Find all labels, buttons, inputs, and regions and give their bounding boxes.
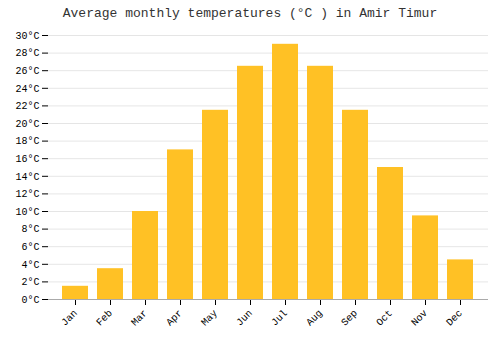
svg-text:12°C: 12°C [15,189,39,200]
svg-text:Oct: Oct [374,308,395,329]
svg-text:Feb: Feb [94,308,115,329]
svg-text:2°C: 2°C [21,277,39,288]
svg-text:Apr: Apr [164,308,185,329]
svg-text:18°C: 18°C [15,136,39,147]
svg-text:Dec: Dec [444,308,465,329]
svg-text:8°C: 8°C [21,224,39,235]
svg-text:Jun: Jun [234,308,255,329]
svg-text:24°C: 24°C [15,84,39,95]
svg-text:Nov: Nov [409,308,430,329]
svg-text:Sep: Sep [339,308,360,329]
svg-text:6°C: 6°C [21,242,39,253]
svg-text:Jan: Jan [59,308,80,329]
svg-text:16°C: 16°C [15,154,39,165]
svg-text:Jul: Jul [269,308,290,329]
svg-text:Aug: Aug [304,308,325,329]
svg-text:0°C: 0°C [21,295,39,306]
html-text:Average monthly temperatures (: Average monthly temperatures (°C ) in Am… [62,6,438,21]
svg-text:22°C: 22°C [15,101,39,112]
svg-text:30°C: 30°C [15,31,39,42]
svg-text:28°C: 28°C [15,48,39,59]
svg-text:14°C: 14°C [15,172,39,183]
svg-text:Mar: Mar [129,308,150,329]
svg-text:10°C: 10°C [15,207,39,218]
svg-text:4°C: 4°C [21,260,39,271]
svg-text:26°C: 26°C [15,66,39,77]
svg-text:May: May [199,308,220,329]
svg-text:20°C: 20°C [15,119,39,130]
